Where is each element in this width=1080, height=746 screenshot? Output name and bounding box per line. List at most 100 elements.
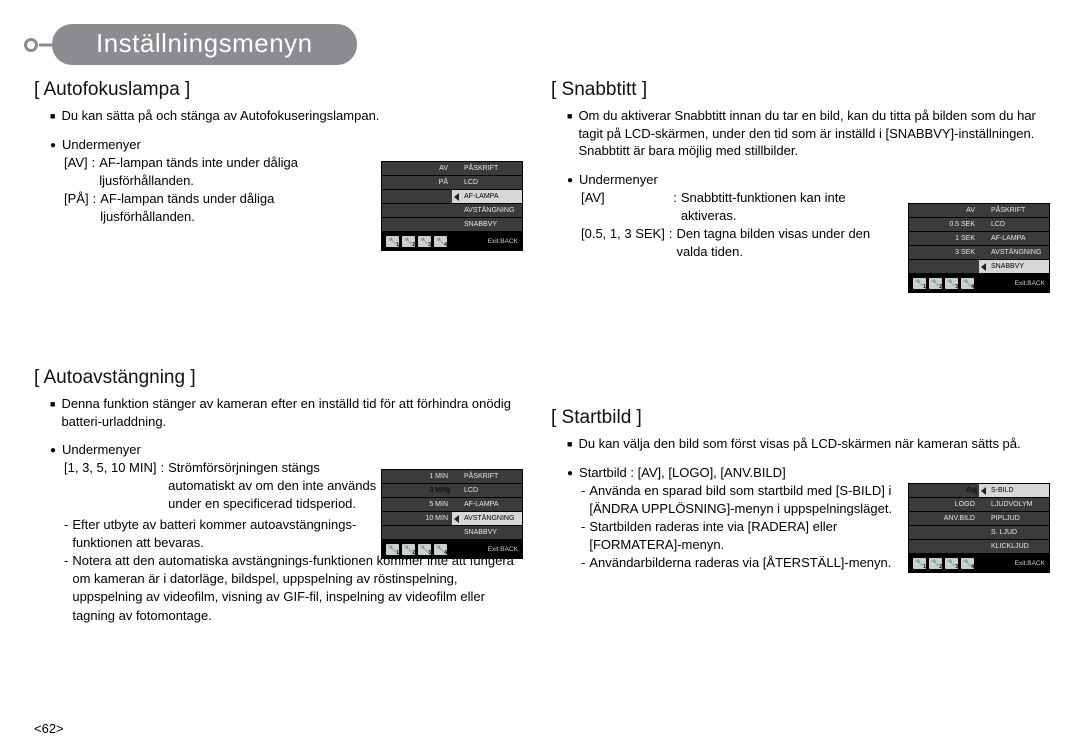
def-sep: : <box>161 459 165 514</box>
tool-icon: 🔧3 <box>418 236 431 247</box>
note-text: Använda en sparad bild som startbild med… <box>589 482 911 518</box>
def-label: [AV] <box>581 189 669 225</box>
dot-bullet-icon: ● <box>50 140 56 152</box>
dot-bullet-icon: ● <box>50 445 56 457</box>
lcd-right-item: KLICKLJUD <box>979 540 1049 554</box>
lcd-left-item: AV <box>909 484 979 498</box>
section-title: [ Autofokuslampa ] <box>34 79 529 101</box>
square-bullet-icon: ■ <box>567 110 572 160</box>
def-value: Snabbtitt-funktionen kan inte aktiveras. <box>681 189 891 225</box>
sub-heading: Undermenyer <box>62 442 141 457</box>
lcd-right-item: LCD <box>452 176 522 190</box>
tool-icon: 🔧1 <box>386 544 399 555</box>
section-startbild: [ Startbild ] ■ Du kan välja den bild so… <box>551 407 1046 572</box>
lcd-right-item: LCD <box>452 484 522 498</box>
lcd-footer: 🔧1🔧2🔧3🔧4Exit:BACK <box>382 540 522 558</box>
note-row: - Notera att den automatiska avstängning… <box>64 552 529 625</box>
def-label: [PÅ] <box>64 190 89 226</box>
lcd-right-item: LCD <box>979 218 1049 232</box>
lcd-left-item <box>909 526 979 540</box>
lcd-right-item: AF-LAMPA <box>979 232 1049 246</box>
section-snabbtitt: [ Snabbtitt ] ■ Om du aktiverar Snabbtit… <box>551 79 1046 379</box>
definition-row: [AV] : AF-lampan tänds inte under dåliga… <box>64 154 354 190</box>
lcd-exit-label: Exit:BACK <box>1015 280 1045 287</box>
lcd-left-item: AV <box>909 204 979 218</box>
dash-icon: - <box>581 482 585 518</box>
definition-row: [AV] : Snabbtitt-funktionen kan inte akt… <box>581 189 891 225</box>
lcd-right-item: AVSTÄNGNING <box>452 512 522 526</box>
lcd-screen-2: 1 MIN3 MIN5 MIN10 MINPÅSKRIFTLCDAF-LAMPA… <box>381 469 523 559</box>
note-row: - Efter utbyte av batteri kommer autoavs… <box>64 516 394 552</box>
lcd-left-item: 3 MIN <box>382 484 452 498</box>
lcd-right-item: SNABBVY <box>452 218 522 232</box>
note-text: Startbilden raderas inte via [RADERA] el… <box>589 518 911 554</box>
section-title: [ Snabbtitt ] <box>551 79 1046 101</box>
lcd-left-item: 3 SEK <box>909 246 979 260</box>
tool-icon: 🔧4 <box>434 236 447 247</box>
columns: [ Autofokuslampa ] ■ Du kan sätta på och… <box>34 79 1046 653</box>
intro-text: Du kan välja den bild som först visas på… <box>578 435 1020 453</box>
notes-full: - Notera att den automatiska avstängning… <box>64 552 529 625</box>
lcd-left-item <box>382 526 452 540</box>
definitions: [1, 3, 5, 10 MIN] : Strömförsörjningen s… <box>64 459 384 514</box>
note-text: Användarbilderna raderas via [ÅTERSTÄLL]… <box>589 554 891 572</box>
def-sep: : <box>93 190 97 226</box>
lcd-right-item: PÅSKRIFT <box>979 204 1049 218</box>
note-text: Notera att den automatiska avstängnings-… <box>72 552 529 625</box>
lcd-right-item: SNABBVY <box>452 526 522 540</box>
lcd-right-item: PÅSKRIFT <box>452 162 522 176</box>
page-number: <62> <box>34 721 64 736</box>
tool-icon: 🔧1 <box>913 278 926 289</box>
tool-icon: 🔧2 <box>929 278 942 289</box>
intro-text: Denna funktion stänger av kameran efter … <box>61 395 525 430</box>
section-title: [ Startbild ] <box>551 407 1046 429</box>
notes: - Efter utbyte av batteri kommer autoavs… <box>64 516 394 552</box>
lcd-screen-1: AVPÅPÅSKRIFTLCDAF-LAMPAAVSTÄNGNINGSNABBV… <box>381 161 523 251</box>
tool-icon: 🔧3 <box>945 558 958 569</box>
note-text: Efter utbyte av batteri kommer autoavstä… <box>72 516 394 552</box>
definition-row: [1, 3, 5, 10 MIN] : Strömförsörjningen s… <box>64 459 384 514</box>
dash-icon: - <box>581 518 585 554</box>
def-value: Den tagna bilden visas under den valda t… <box>676 225 891 261</box>
lcd-left-item: PÅ <box>382 176 452 190</box>
section-autoavstangning: [ Autoavstängning ] ■ Denna funktion stä… <box>34 367 529 625</box>
lcd-left-item: 1 MIN <box>382 470 452 484</box>
tool-icon: 🔧3 <box>945 278 958 289</box>
lcd-exit-label: Exit:BACK <box>488 546 518 553</box>
lcd-screen-3: AV0.5 SEK1 SEK3 SEK PÅSKRIFTLCDAF-LAMPAAV… <box>908 203 1050 293</box>
tool-icon: 🔧3 <box>418 544 431 555</box>
lcd-left-item <box>909 260 979 274</box>
lcd-left-item <box>382 218 452 232</box>
lcd-footer: 🔧1🔧2🔧3🔧4 Exit:BACK <box>909 274 1049 292</box>
title-dot-icon <box>24 38 38 52</box>
note-row: - Startbilden raderas inte via [RADERA] … <box>581 518 911 554</box>
lcd-right-item: SNABBVY <box>979 260 1049 274</box>
lcd-right-item: AVSTÄNGNING <box>979 246 1049 260</box>
lcd-left-item <box>382 204 452 218</box>
lcd-footer: 🔧1🔧2🔧3🔧4Exit:BACK <box>382 232 522 250</box>
lcd-left-item: 0.5 SEK <box>909 218 979 232</box>
def-value: Strömförsörjningen stängs automatiskt av… <box>168 459 384 514</box>
section-autofokuslampa: [ Autofokuslampa ] ■ Du kan sätta på och… <box>34 79 529 339</box>
left-column: [ Autofokuslampa ] ■ Du kan sätta på och… <box>34 79 529 653</box>
definitions: [AV] : AF-lampan tänds inte under dåliga… <box>64 154 354 227</box>
definition-row: [PÅ] : AF-lampan tänds under dåliga ljus… <box>64 190 354 226</box>
lcd-exit-label: Exit:BACK <box>1015 560 1045 567</box>
lcd-left-item: 10 MIN <box>382 512 452 526</box>
tool-icon: 🔧2 <box>402 236 415 247</box>
note-row: - Användarbilderna raderas via [ÅTERSTÄL… <box>581 554 911 572</box>
lcd-left-item: 1 SEK <box>909 232 979 246</box>
note-row: - Använda en sparad bild som startbild m… <box>581 482 911 518</box>
lcd-right-item: LJUDVOLYM <box>979 498 1049 512</box>
tool-icon: 🔧2 <box>929 558 942 569</box>
lcd-exit-label: Exit:BACK <box>488 238 518 245</box>
sub-heading: Startbild : [AV], [LOGO], [ANV.BILD] <box>579 465 786 480</box>
lcd-left-item: LOGO <box>909 498 979 512</box>
sub-heading: Undermenyer <box>579 172 658 187</box>
tool-icon: 🔧4 <box>961 278 974 289</box>
definition-row: [0.5, 1, 3 SEK] : Den tagna bilden visas… <box>581 225 891 261</box>
intro-text: Du kan sätta på och stänga av Autofokuse… <box>61 107 379 125</box>
def-label: [1, 3, 5, 10 MIN] <box>64 459 157 514</box>
def-sep: : <box>92 154 96 190</box>
tool-icon: 🔧1 <box>913 558 926 569</box>
